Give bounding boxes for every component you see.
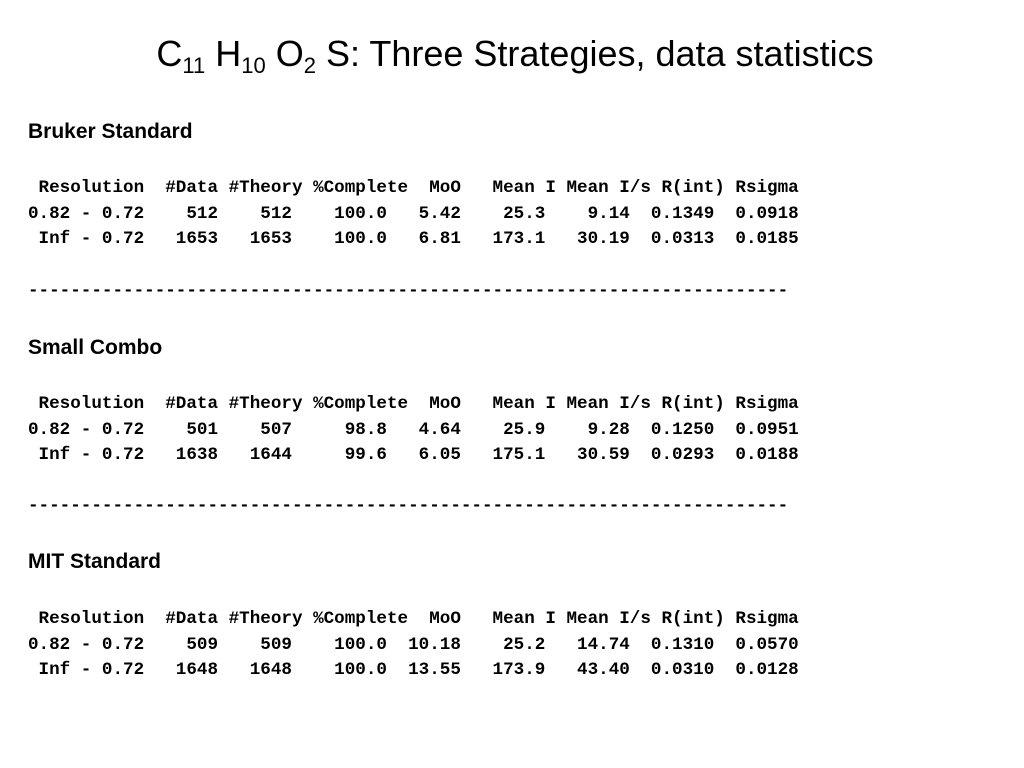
table-header: Resolution #Data #Theory %Complete MoO M… (28, 178, 799, 198)
title-h-subscript: 10 (241, 53, 266, 78)
table-header: Resolution #Data #Theory %Complete MoO M… (28, 609, 799, 629)
table-row: Inf - 0.72 1638 1644 99.6 6.05 175.1 30.… (28, 445, 799, 465)
title-o: O (265, 33, 304, 74)
table-header: Resolution #Data #Theory %Complete MoO M… (28, 394, 799, 414)
table-row: Inf - 0.72 1653 1653 100.0 6.81 173.1 30… (28, 229, 799, 249)
page-title: C11 H10 O2 S: Three Strategies, data sta… (0, 30, 1024, 90)
section-heading-bruker-standard: Bruker Standard (28, 120, 193, 143)
stats-table-mit-standard: Resolution #Data #Theory %Complete MoO M… (28, 607, 799, 684)
table-row: 0.82 - 0.72 501 507 98.8 4.64 25.9 9.28 … (28, 419, 799, 440)
title-c-subscript: 11 (182, 53, 206, 78)
section-heading-mit-standard: MIT Standard (28, 550, 162, 573)
divider-line: ----------------------------------------… (28, 281, 789, 301)
title-rest: S: Three Strategies, data statistics (315, 33, 874, 74)
title-h: H (205, 33, 242, 74)
title-o-subscript: 2 (303, 53, 316, 78)
title-c: C (156, 33, 183, 74)
section-heading-small-combo: Small Combo (28, 336, 163, 359)
stats-table-small-combo: Resolution #Data #Theory %Complete MoO M… (28, 392, 799, 469)
table-row: 0.82 - 0.72 512 512 100.0 5.42 25.3 9.14… (28, 203, 799, 224)
table-row: 0.82 - 0.72 509 509 100.0 10.18 25.2 14.… (28, 634, 799, 655)
table-row: Inf - 0.72 1648 1648 100.0 13.55 173.9 4… (28, 660, 799, 680)
stats-table-bruker-standard: Resolution #Data #Theory %Complete MoO M… (28, 176, 799, 253)
divider-line: ----------------------------------------… (28, 496, 789, 516)
